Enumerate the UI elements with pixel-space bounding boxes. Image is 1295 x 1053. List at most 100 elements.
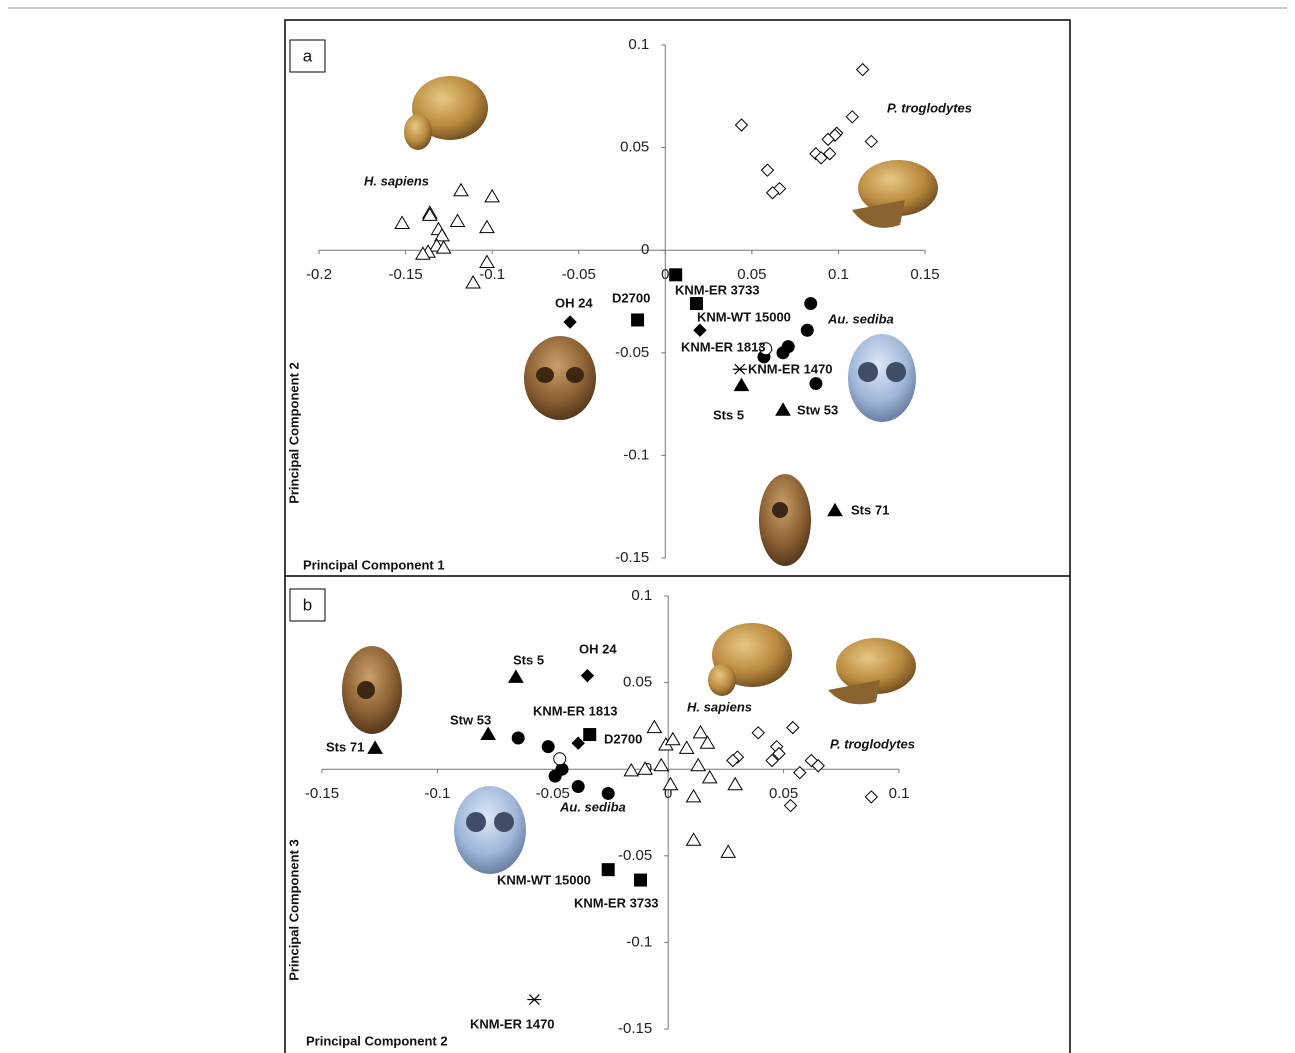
open-diamond-point	[765, 186, 780, 200]
open-diamond-point	[765, 753, 779, 768]
y-tick-label: -0.15	[615, 549, 649, 566]
open-diamond-point	[811, 759, 825, 773]
series-label: KNM-WT 15000	[497, 872, 591, 887]
y-axis-title: Principal Component 2	[286, 362, 301, 504]
series-label: OH 24	[579, 641, 617, 656]
panel-label-box	[289, 588, 326, 622]
diamond-point	[571, 736, 585, 750]
square-point	[634, 873, 648, 887]
open-triangle-point	[646, 719, 663, 734]
open-triangle-point	[701, 769, 718, 784]
series-label: D2700	[612, 290, 650, 305]
series-label: Stw 53	[450, 712, 491, 727]
circle-point	[809, 377, 823, 391]
series-label: Sts 71	[851, 502, 889, 517]
triangle-point	[367, 740, 383, 754]
series-label: KNM-ER 1813	[533, 703, 618, 718]
open-triangle-point	[415, 246, 431, 260]
x-tick-label: 0.1	[889, 785, 910, 802]
asterisk-point	[527, 994, 542, 1005]
y-tick-label: 0	[641, 241, 649, 258]
open-diamond-point	[734, 118, 749, 132]
y-tick-label: -0.1	[626, 933, 652, 950]
diamond-point	[563, 315, 577, 329]
skull-illustrations	[342, 76, 938, 874]
x-axis-title: Principal Component 1	[303, 557, 445, 572]
x-tick-label: -0.15	[388, 266, 422, 283]
y-tick-label: 0.05	[623, 674, 652, 691]
series-label: OH 24	[555, 295, 593, 310]
open-triangle-point	[664, 731, 681, 746]
triangle-point	[733, 377, 750, 392]
panel-label-box	[289, 39, 326, 73]
series-label: Au. sediba	[827, 311, 894, 326]
figure-frame	[284, 19, 1071, 1053]
triangle-point	[775, 402, 791, 416]
series-label: KNM-ER 1470	[748, 361, 833, 376]
open-triangle-point	[727, 776, 744, 791]
series-label: Sts 5	[513, 652, 544, 667]
panel-label: a	[303, 46, 313, 65]
open-triangle-point	[699, 735, 716, 749]
series-label: P. troglodytes	[887, 100, 972, 115]
open-triangle-point	[685, 788, 702, 803]
circle-point	[571, 780, 585, 794]
open-diamond-point	[855, 62, 870, 77]
square-point	[631, 313, 645, 327]
circle-point	[548, 769, 562, 783]
open-diamond-point	[864, 134, 879, 149]
open-diamond-point	[823, 147, 837, 161]
y-tick-label: -0.15	[618, 1020, 652, 1037]
y-tick-label: -0.05	[618, 847, 652, 864]
x-axis-title: Principal Component 2	[306, 1033, 448, 1048]
triangle-point	[508, 669, 524, 683]
open-diamond-point	[814, 151, 828, 165]
x-tick-label: -0.15	[305, 785, 339, 802]
open-diamond-point	[821, 132, 835, 147]
open-triangle-point	[479, 254, 495, 269]
square-point	[601, 863, 615, 877]
series-label: KNM-ER 1470	[470, 1016, 555, 1031]
x-tick-label: 0.05	[737, 266, 766, 283]
open-triangle-point	[449, 213, 466, 227]
triangle-point	[480, 726, 497, 741]
x-tick-label: 0.05	[769, 785, 798, 802]
x-tick-label: -0.05	[562, 266, 596, 283]
diamond-point	[580, 668, 595, 683]
series-label: KNM-ER 3733	[574, 895, 659, 910]
open-triangle-point	[435, 240, 452, 254]
series-label: H. sapiens	[364, 173, 429, 188]
open-triangle-point	[685, 832, 702, 846]
open-triangle-point	[690, 757, 707, 772]
circle-point	[601, 786, 615, 800]
y-tick-label: -0.1	[623, 446, 649, 463]
open-triangle-point	[465, 275, 481, 289]
open-triangle-point	[434, 227, 450, 242]
open-circle-point	[759, 342, 773, 356]
open-triangle-point	[484, 188, 501, 203]
x-tick-label: 0.1	[828, 266, 849, 283]
circle-point	[776, 346, 790, 360]
open-triangle-point	[421, 207, 438, 221]
asterisk-point	[732, 363, 747, 375]
open-triangle-point	[678, 740, 695, 754]
series-label: Sts 71	[326, 739, 364, 754]
y-tick-label: 0.05	[620, 139, 649, 156]
open-triangle-point	[479, 219, 495, 234]
open-triangle-point	[623, 762, 640, 777]
open-diamond-point	[751, 726, 765, 740]
circle-point	[804, 297, 818, 311]
series-label: Sts 5	[713, 407, 744, 422]
series-label: Stw 53	[797, 402, 838, 417]
series-label: Au. sediba	[559, 799, 626, 814]
y-tick-label: -0.05	[615, 344, 649, 361]
open-diamond-point	[793, 765, 807, 780]
open-diamond-point	[845, 110, 859, 124]
open-triangle-point	[692, 724, 709, 739]
open-triangle-point	[637, 761, 653, 775]
series-label: D2700	[604, 731, 642, 746]
open-triangle-point	[453, 182, 469, 197]
square-point	[689, 297, 703, 311]
open-diamond-point	[864, 790, 879, 804]
